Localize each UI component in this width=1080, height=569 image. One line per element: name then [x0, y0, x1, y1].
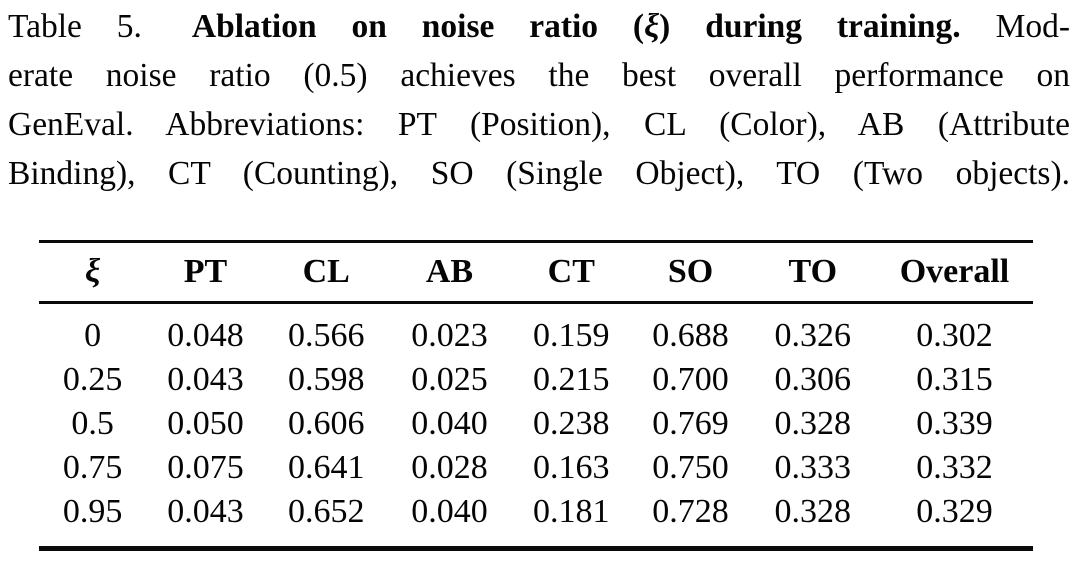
- table-cell: 0.215: [533, 361, 610, 398]
- table-cell: 0.95: [62, 493, 123, 530]
- table-cell: 0.75: [62, 449, 123, 486]
- table-cell: 0.652: [288, 493, 365, 530]
- table-cell: 0.043: [167, 361, 244, 398]
- table-cell: 0.328: [774, 405, 852, 442]
- caption-line-4: Binding), CT (Counting), SO (Single Obje…: [8, 155, 1070, 192]
- col-header-to: TO: [749, 241, 876, 304]
- table-cell: 0.328: [774, 493, 852, 530]
- table-cell: 0.598: [288, 361, 365, 398]
- table-cell: 0.329: [916, 493, 993, 530]
- table-cell: 0.163: [533, 449, 610, 486]
- table-cell: 0.181: [533, 493, 610, 530]
- table-cell: 0.040: [411, 405, 488, 442]
- col-header-xi: ξ: [39, 241, 147, 304]
- table-row: 0 0.048 0.566 0.023 0.159 0.688 0.326 0.…: [39, 303, 1033, 359]
- table-cell: 0.040: [411, 493, 488, 530]
- table-cell: 0.332: [916, 449, 993, 486]
- table-cell: 0.315: [916, 361, 993, 398]
- table-cell: 0.048: [167, 317, 244, 354]
- col-header-cl: CL: [264, 241, 388, 304]
- table-cell: 0.5: [71, 405, 114, 442]
- table-cell: 0.159: [533, 317, 610, 354]
- caption-line1-rest: Mod-: [995, 8, 1071, 45]
- table-cell: 0.688: [652, 317, 729, 354]
- ablation-results-table: ξ PT CL AB CT SO TO Overall 0 0.048 0.56…: [39, 240, 1033, 551]
- table-row: 0.95 0.043 0.652 0.040 0.181 0.728 0.328…: [39, 490, 1033, 549]
- table-cell: 0.075: [167, 449, 244, 486]
- caption-line-1: Table 5. Ablation on noise ratio (ξ) dur…: [8, 2, 1070, 51]
- table-cell: 0.606: [288, 405, 365, 442]
- caption-table-label: Table 5.: [8, 8, 142, 45]
- table-cell: 0.302: [916, 317, 993, 354]
- table-caption: Table 5. Ablation on noise ratio (ξ) dur…: [8, 2, 1070, 198]
- caption-title-bold: Ablation on noise ratio (ξ) during train…: [192, 8, 961, 45]
- table-cell: 0.566: [288, 317, 365, 354]
- table-cell: 0.028: [411, 449, 488, 486]
- table-cell: 0.769: [652, 405, 729, 442]
- table-cell: 0.339: [916, 405, 993, 442]
- xi-symbol: ξ: [644, 8, 660, 45]
- header-row: ξ PT CL AB CT SO TO Overall: [39, 241, 1033, 304]
- table-row: 0.5 0.050 0.606 0.040 0.238 0.769 0.328 …: [39, 402, 1033, 446]
- table-row: 0.75 0.075 0.641 0.028 0.163 0.750 0.333…: [39, 446, 1033, 490]
- caption-title-pre: Ablation on noise ratio (: [191, 8, 645, 45]
- table-cell: 0.25: [62, 361, 123, 398]
- caption-title-post: ) during training.: [659, 8, 961, 45]
- col-header-ab: AB: [387, 241, 512, 304]
- table-cell: 0.333: [774, 449, 852, 486]
- table-cell: 0.306: [774, 361, 852, 398]
- table-cell: 0.326: [774, 317, 852, 354]
- table-cell: 0.728: [652, 493, 729, 530]
- table-cell: 0.750: [652, 449, 729, 486]
- col-header-ct: CT: [511, 241, 632, 304]
- table-cell: 0.641: [288, 449, 365, 486]
- table-cell: 0.238: [533, 405, 610, 442]
- table-cell: 0.700: [652, 361, 729, 398]
- table-cell: 0.025: [411, 361, 488, 398]
- table-row: 0.25 0.043 0.598 0.025 0.215 0.700 0.306…: [39, 358, 1033, 402]
- table-cell: 0.050: [167, 405, 244, 442]
- table-cell: 0.023: [411, 317, 488, 354]
- col-header-overall: Overall: [875, 241, 1033, 304]
- col-header-so: SO: [631, 241, 750, 304]
- caption-line-3: GenEval. Abbreviations: PT (Position), C…: [8, 106, 1070, 143]
- results-table-wrapper: ξ PT CL AB CT SO TO Overall 0 0.048 0.56…: [39, 240, 1033, 551]
- caption-line-2: erate noise ratio (0.5) achieves the bes…: [8, 57, 1070, 94]
- table-cell: 0.043: [167, 493, 244, 530]
- table-cell: 0: [84, 317, 102, 354]
- col-header-pt: PT: [146, 241, 265, 304]
